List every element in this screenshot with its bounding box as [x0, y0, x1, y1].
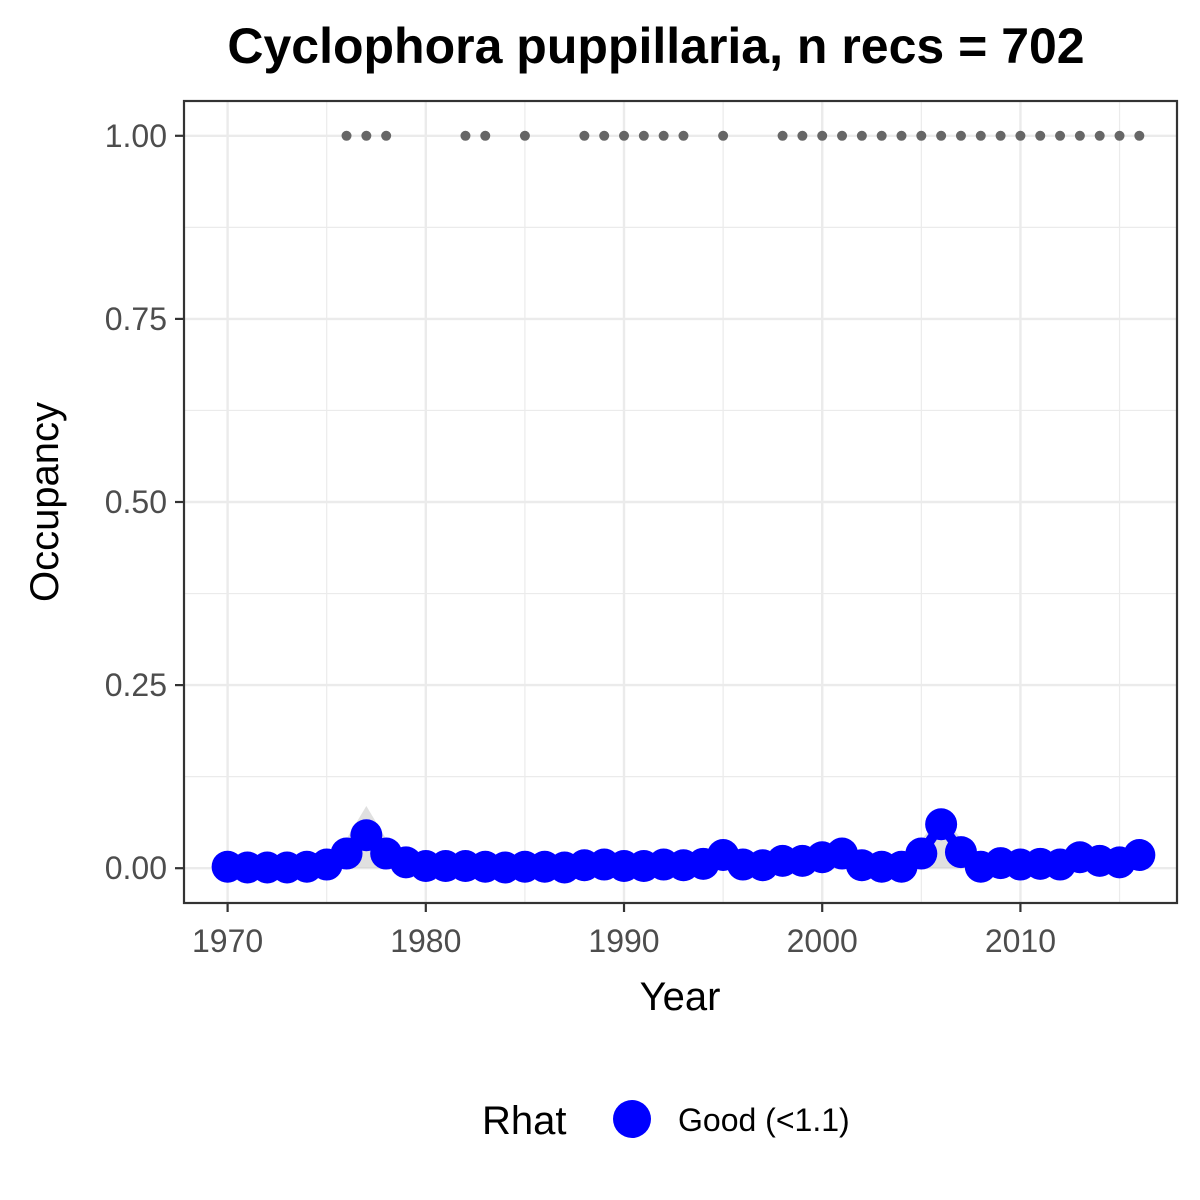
record-year-point [381, 130, 392, 141]
y-tick-label: 0.50 [105, 484, 167, 520]
record-year-point [579, 130, 590, 141]
record-year-point [896, 130, 907, 141]
y-axis: 0.00 0.25 0.50 0.75 1.00 [105, 118, 184, 886]
record-year-point [797, 130, 808, 141]
record-year-point [1015, 130, 1026, 141]
x-tick-label: 2010 [985, 923, 1056, 959]
record-year-point [916, 130, 927, 141]
record-year-point [936, 130, 947, 141]
y-axis-title: Occupancy [23, 402, 67, 602]
record-year-point [460, 130, 471, 141]
record-year-point [519, 130, 530, 141]
record-year-point [619, 130, 630, 141]
record-year-point [817, 130, 828, 141]
record-year-point [361, 130, 372, 141]
x-axis: 1970 1980 1990 2000 2010 [192, 903, 1056, 959]
record-year-point [837, 130, 848, 141]
legend-label-good: Good (<1.1) [678, 1102, 850, 1138]
record-year-point [341, 130, 352, 141]
x-tick-label: 1980 [390, 923, 461, 959]
occupancy-point [925, 808, 958, 841]
series-points-layer [211, 808, 1156, 884]
record-year-point [1035, 130, 1046, 141]
record-year-point [1055, 130, 1066, 141]
occupancy-point [1123, 839, 1156, 872]
record-year-point [658, 130, 669, 141]
record-year-point [955, 130, 966, 141]
record-year-point [876, 130, 887, 141]
occupancy-point [905, 837, 938, 870]
major-gridlines [184, 101, 1177, 903]
record-year-point [638, 130, 649, 141]
y-tick-label: 0.75 [105, 301, 167, 337]
record-year-point [1074, 130, 1085, 141]
record-year-point [1134, 130, 1145, 141]
record-year-point [1114, 130, 1125, 141]
record-year-point [995, 130, 1006, 141]
records-layer [341, 130, 1145, 141]
legend-key-good [613, 1100, 651, 1138]
legend: Rhat Good (<1.1) [482, 1099, 850, 1143]
x-tick-label: 1990 [588, 923, 659, 959]
x-axis-title: Year [640, 975, 721, 1019]
record-year-point [718, 130, 729, 141]
record-year-point [480, 130, 491, 141]
y-tick-label: 1.00 [105, 118, 167, 154]
chart-title: Cyclophora puppillaria, n recs = 702 [227, 18, 1084, 74]
record-year-point [678, 130, 689, 141]
record-year-point [856, 130, 867, 141]
x-tick-label: 1970 [192, 923, 263, 959]
record-year-point [599, 130, 610, 141]
y-tick-label: 0.25 [105, 667, 167, 703]
legend-title: Rhat [482, 1099, 567, 1143]
y-tick-label: 0.00 [105, 850, 167, 886]
x-tick-label: 2000 [787, 923, 858, 959]
record-year-point [975, 130, 986, 141]
record-year-point [1094, 130, 1105, 141]
record-year-point [777, 130, 788, 141]
